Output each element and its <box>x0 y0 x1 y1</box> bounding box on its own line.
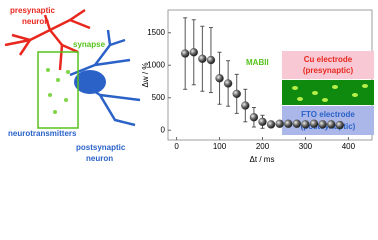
label: presynaptic <box>10 6 55 15</box>
point <box>241 101 250 110</box>
point <box>335 120 344 130</box>
y-axis-label: Δw / % <box>141 63 150 88</box>
x-tick-label: 300 <box>299 142 313 151</box>
label: synapse <box>73 40 106 49</box>
electrode-role: (presynaptic) <box>303 66 354 75</box>
point <box>284 119 293 128</box>
point <box>292 119 302 128</box>
label: postsynaptic <box>76 143 126 152</box>
label: neurotransmitters <box>8 129 77 138</box>
point <box>249 113 259 122</box>
y-tick-label: 1000 <box>147 60 165 69</box>
neuron-illustration: presynaptic neuron synapse neurotransmit… <box>4 6 141 163</box>
label: neuron <box>22 17 49 26</box>
annotation: MABII <box>246 58 269 67</box>
point <box>181 49 190 58</box>
y-tick-label: 0 <box>161 125 166 134</box>
x-tick-label: 200 <box>256 142 270 151</box>
point <box>327 120 336 129</box>
label: neuron <box>86 154 113 163</box>
y-tick-label: 1500 <box>147 28 165 37</box>
point <box>258 117 267 126</box>
x-tick-label: 0 <box>174 142 179 151</box>
electrode-inset: Cu electrode (presynaptic) FTO electrode… <box>282 51 374 135</box>
point <box>215 74 224 83</box>
point <box>309 119 319 128</box>
x-tick-label: 100 <box>213 142 227 151</box>
point <box>232 89 241 98</box>
electrode-name: FTO electrode <box>301 110 355 119</box>
x-tick-label: 400 <box>342 142 356 151</box>
electrode-name: Cu electrode <box>304 55 353 64</box>
graphical-abstract: presynaptic neuron synapse neurotransmit… <box>4 6 374 164</box>
x-axis-label: Δt / ms <box>250 155 275 164</box>
y-tick-label: 500 <box>152 93 166 102</box>
point <box>198 54 207 63</box>
point <box>206 55 216 65</box>
point <box>318 120 327 129</box>
point <box>223 79 233 88</box>
point <box>189 48 198 57</box>
point <box>301 120 310 129</box>
point <box>266 120 276 129</box>
point <box>275 119 284 128</box>
